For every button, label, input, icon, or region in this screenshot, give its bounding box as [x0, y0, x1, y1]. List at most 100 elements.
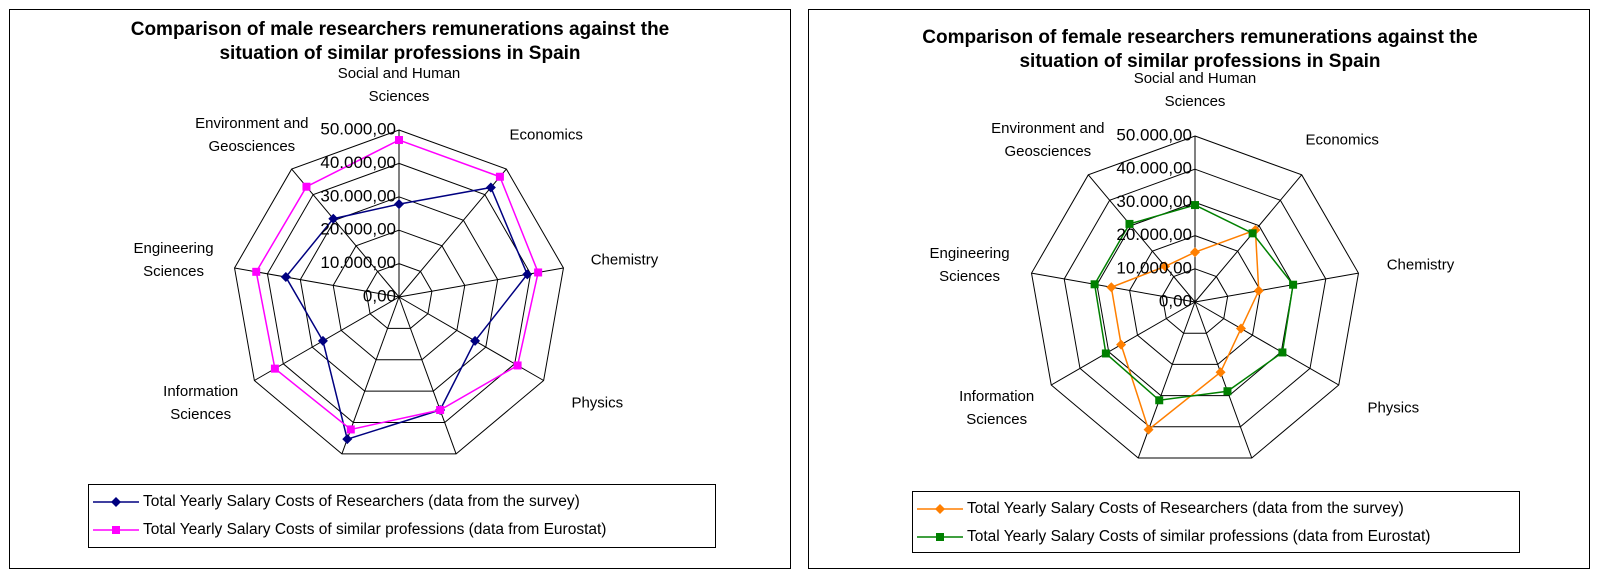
marker	[342, 434, 353, 445]
marker	[302, 182, 311, 191]
marker	[1090, 280, 1099, 289]
marker	[1236, 323, 1247, 334]
marker	[346, 425, 355, 434]
series-line	[284, 186, 529, 441]
marker	[1215, 367, 1226, 378]
marker	[485, 182, 496, 193]
legend-swatch	[93, 497, 139, 507]
marker	[513, 361, 522, 370]
series-line	[1110, 228, 1260, 431]
marker	[1289, 280, 1298, 289]
r-tick-label: 40.000,00	[1116, 159, 1192, 178]
axis-spoke	[1087, 174, 1196, 303]
r-tick-label: 20.000,00	[1116, 225, 1192, 244]
marker	[1223, 387, 1232, 396]
chart-title: Comparison of male researchers remunerat…	[130, 19, 670, 64]
axis-spoke	[1137, 301, 1196, 459]
legend-entry: Total Yearly Salary Costs of similar pro…	[89, 516, 715, 544]
category-label: Chemistry	[590, 251, 659, 269]
legend-entry: Total Yearly Salary Costs of Researchers…	[913, 495, 1519, 523]
legend-marker	[936, 533, 944, 541]
axis-spoke	[1194, 272, 1359, 303]
grid-ring	[365, 263, 433, 329]
marker	[280, 272, 291, 283]
r-tick-label: 50.000,00	[320, 119, 396, 138]
marker	[534, 268, 543, 277]
category-label: Engineering Sciences	[929, 245, 1010, 286]
marker	[1190, 247, 1200, 258]
marker	[1191, 201, 1199, 210]
legend-swatch	[917, 504, 963, 514]
marker	[1160, 261, 1171, 272]
category-label: Environment and Geosciences	[991, 119, 1105, 160]
marker	[1116, 339, 1127, 350]
legend-swatch	[917, 533, 963, 541]
r-tick-label: 30.000,00	[320, 186, 396, 205]
grid-ring	[1030, 135, 1360, 459]
category-label: Social and Human Sciences	[337, 65, 461, 105]
category-label: Social and Human Sciences	[1133, 70, 1257, 110]
marker	[1101, 349, 1110, 358]
axis-spoke	[234, 267, 400, 298]
axis-spoke	[1194, 301, 1253, 459]
marker	[252, 267, 261, 276]
category-label: Engineering Sciences	[133, 240, 214, 281]
legend: Total Yearly Salary Costs of Researchers…	[912, 491, 1520, 553]
marker	[522, 269, 533, 280]
axis-spoke	[398, 296, 544, 381]
axis-spoke	[398, 168, 507, 298]
category-label: Chemistry	[1386, 256, 1455, 274]
grid-ring	[1161, 268, 1229, 334]
marker	[317, 335, 328, 346]
marker	[495, 172, 504, 181]
r-tick-label: 40.000,00	[320, 153, 396, 172]
series-line	[255, 139, 539, 431]
legend-entry: Total Yearly Salary Costs of Researchers…	[89, 488, 715, 516]
marker	[1125, 219, 1134, 228]
category-label: Economics	[1305, 131, 1379, 149]
r-tick-label: 0,00	[363, 286, 396, 305]
r-tick-label: 50.000,00	[1116, 125, 1192, 144]
r-tick-label: 0,00	[1159, 291, 1192, 310]
marker	[394, 199, 404, 210]
marker	[1253, 285, 1264, 296]
grid-ring	[332, 229, 466, 361]
grid-ring	[299, 196, 499, 392]
r-tick-label: 30.000,00	[1116, 192, 1192, 211]
category-label: Physics	[1367, 399, 1420, 417]
marker	[328, 213, 339, 224]
marker	[1155, 396, 1164, 405]
grid-ring	[1129, 235, 1261, 365]
legend: Total Yearly Salary Costs of Researchers…	[88, 484, 716, 548]
grid-ring	[234, 129, 564, 455]
legend-swatch	[93, 526, 139, 534]
grid-ring	[1063, 168, 1327, 428]
category-label: Environment and Geosciences	[195, 114, 309, 155]
axis-spoke	[398, 296, 457, 455]
axis-spoke	[1194, 301, 1340, 386]
marker	[1143, 424, 1154, 435]
marker	[270, 364, 279, 373]
r-tick-label: 20.000,00	[320, 220, 396, 239]
category-label: Information Sciences	[959, 388, 1035, 428]
legend-marker	[111, 497, 121, 507]
legend-entry: Total Yearly Salary Costs of similar pro…	[913, 523, 1519, 551]
marker	[1106, 282, 1117, 293]
r-tick-label: 10.000,00	[320, 253, 396, 272]
chart-title: Comparison of female researchers remuner…	[922, 27, 1478, 72]
axis-spoke	[1194, 174, 1303, 303]
series-line	[1093, 204, 1294, 402]
marker	[470, 335, 481, 346]
legend-marker	[112, 526, 120, 534]
marker	[1278, 348, 1287, 357]
category-label: Economics	[509, 126, 583, 144]
marker	[436, 405, 445, 414]
r-tick-label: 10.000,00	[1116, 258, 1192, 277]
category-label: Information Sciences	[163, 383, 239, 423]
marker	[1248, 229, 1257, 238]
legend-marker	[935, 504, 945, 514]
category-label: Physics	[571, 394, 624, 412]
marker	[395, 136, 403, 145]
